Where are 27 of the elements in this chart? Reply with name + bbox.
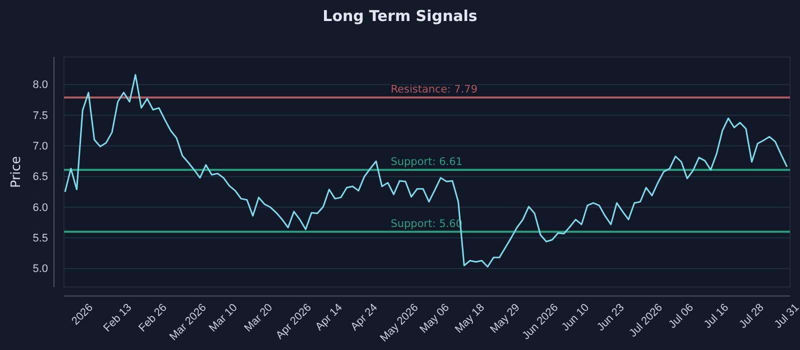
x-tick-label: May 06 (418, 302, 452, 336)
chart-title: Long Term Signals (322, 7, 478, 25)
x-tick-label: Feb 13 (101, 302, 134, 334)
x-tick-label: Feb 26 (136, 302, 170, 334)
x-tick-label: Jun 10 (560, 302, 592, 334)
x-tick-label: Mar 10 (207, 302, 240, 334)
y-axis-title: Price (9, 156, 24, 188)
ref-line-label: Resistance: 7.79 (390, 83, 478, 96)
y-tick-label: 6.0 (32, 202, 48, 214)
y-tick-label: 7.5 (32, 110, 48, 122)
x-tick-label: May 29 (488, 302, 522, 336)
x-tick-label: May 18 (452, 302, 487, 336)
x-tick-label: Mar 20 (242, 302, 275, 334)
y-tick-label: 5.0 (32, 263, 48, 276)
line-series (64, 74, 788, 268)
ref-line-label: Support: 6.61 (390, 156, 462, 168)
y-tick-label: 8.0 (32, 79, 48, 92)
y-tick-label: 6.5 (32, 171, 48, 184)
x-tick-label: Jul 31 (772, 302, 800, 331)
x-tick-label: Apr 14 (313, 302, 345, 334)
x-tick-label: Jul 06 (666, 302, 696, 331)
x-tick-label: Jul 16 (702, 302, 732, 331)
x-tick-label: Jul 28 (737, 302, 766, 331)
x-tick-label: Jun 23 (594, 302, 627, 334)
x-tick-label: Apr 24 (348, 302, 380, 334)
y-tick-label: 7.0 (32, 140, 48, 152)
y-tick-label: 5.5 (32, 232, 48, 244)
